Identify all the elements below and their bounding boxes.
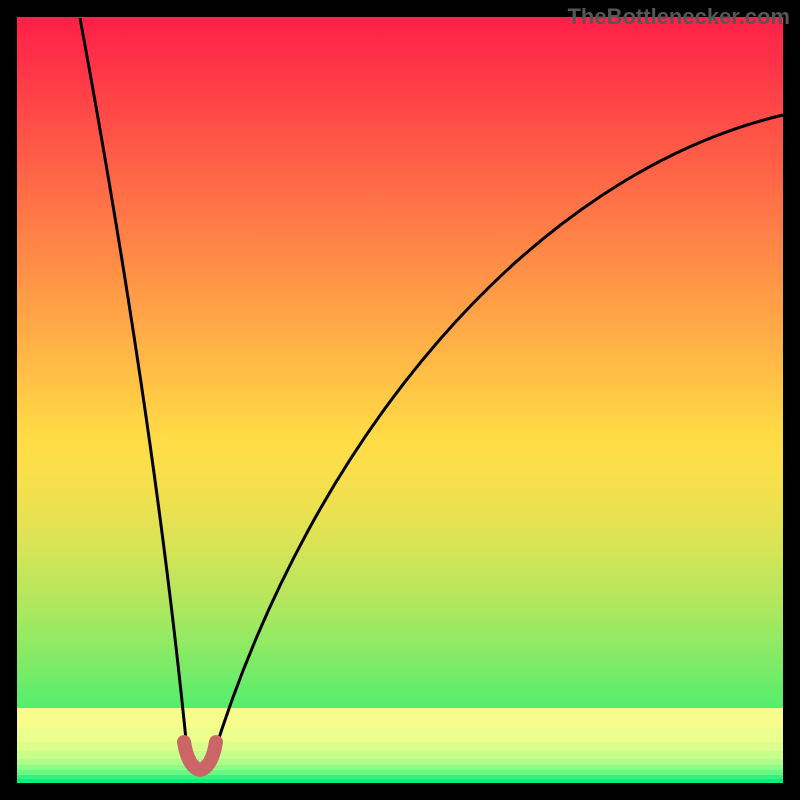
bottom-stripe	[17, 779, 783, 783]
bottom-stripe	[17, 775, 783, 779]
gradient-background	[17, 17, 783, 783]
chart-root: TheBottlenecker.com	[0, 0, 800, 800]
attribution-text: TheBottlenecker.com	[567, 4, 790, 30]
bottom-stripe	[17, 708, 783, 728]
bottom-stripe	[17, 742, 783, 751]
bottom-stripe	[17, 728, 783, 742]
bottom-stripe	[17, 751, 783, 759]
bottleneck-chart	[0, 0, 800, 800]
bottom-stripe	[17, 765, 783, 770]
plot-area	[17, 17, 783, 783]
bottom-stripe	[17, 759, 783, 765]
bottom-stripe	[17, 770, 783, 775]
